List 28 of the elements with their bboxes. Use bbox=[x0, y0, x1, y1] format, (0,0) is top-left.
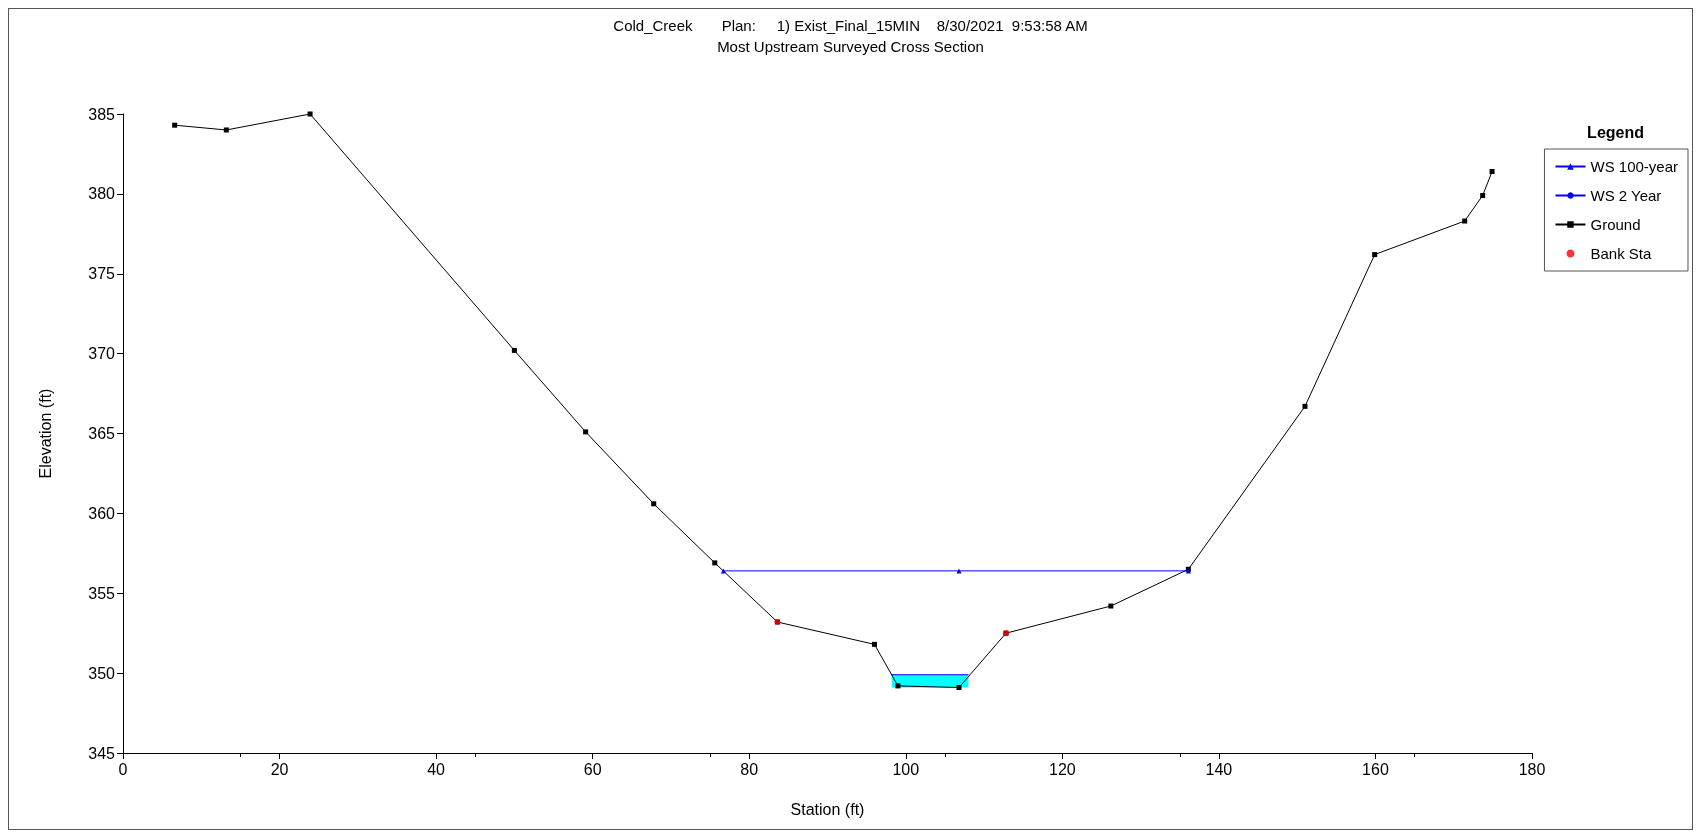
x-tick-label: 60 bbox=[583, 760, 602, 778]
x-tick-label: 140 bbox=[1205, 760, 1233, 778]
x-tick-label: 160 bbox=[1362, 760, 1389, 778]
y-tick-label: 375 bbox=[88, 265, 116, 283]
x-axis-title: Station (ft) bbox=[790, 800, 865, 818]
y-tick-label: 385 bbox=[88, 105, 116, 123]
legend-label: WS 2 Year bbox=[1590, 187, 1662, 204]
y-tick-label: 355 bbox=[88, 584, 116, 602]
x-tick-label: 120 bbox=[1048, 760, 1076, 778]
y-tick-label: 345 bbox=[88, 744, 116, 762]
legend-label: Bank Sta bbox=[1590, 245, 1652, 262]
x-tick-label: 0 bbox=[118, 760, 128, 778]
y-tick-label: 360 bbox=[88, 504, 116, 522]
y-tick-label: 380 bbox=[88, 185, 116, 203]
chart-subtitle: Most Upstream Surveyed Cross Section bbox=[717, 38, 984, 55]
y-tick-label: 370 bbox=[88, 345, 116, 363]
x-tick-label: 80 bbox=[740, 760, 759, 778]
y-axis-title: Elevation (ft) bbox=[36, 388, 54, 479]
legend-label: WS 100-year bbox=[1590, 158, 1679, 175]
x-tick-label: 20 bbox=[270, 760, 289, 778]
x-tick-label: 40 bbox=[427, 760, 446, 778]
y-tick-label: 365 bbox=[88, 425, 116, 442]
y-tick-label: 350 bbox=[88, 664, 116, 682]
x-tick-label: 100 bbox=[892, 760, 920, 778]
chart-title: Cold_Creek Plan: 1) Exist_Final_15MIN 8/30/2021 9:53:58 AM bbox=[613, 17, 1088, 34]
x-tick-label: 180 bbox=[1518, 760, 1546, 778]
legend-title: Legend bbox=[1587, 123, 1644, 141]
legend-label: Ground bbox=[1590, 216, 1641, 233]
